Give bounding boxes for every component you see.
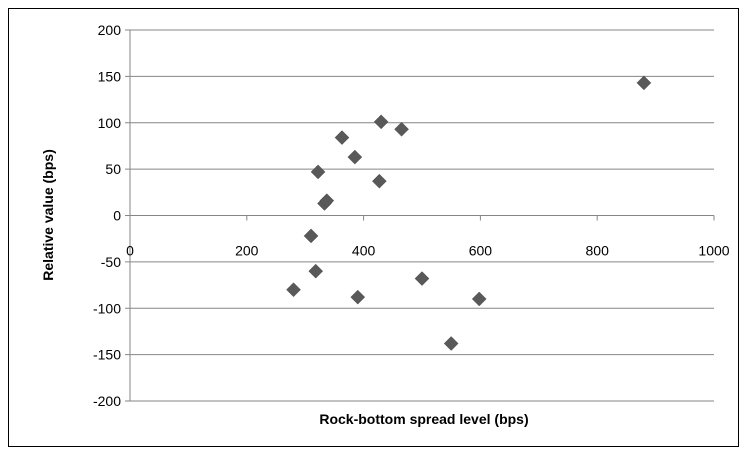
y-tick-label: -200 [93,393,121,409]
data-point [286,282,301,298]
x-axis-title: Rock-bottom spread level (bps) [319,411,528,427]
data-point [308,263,324,279]
data-points [286,75,652,351]
data-point [414,271,430,286]
x-tick-label: 600 [469,243,493,259]
data-point [373,114,389,130]
data-point [310,164,326,180]
y-tick-label: 200 [98,22,122,38]
y-tick-label: -100 [93,300,121,316]
data-point [303,228,319,244]
y-tick-label: 50 [105,161,121,177]
data-point [347,149,363,165]
x-tick-label: 200 [235,243,259,259]
data-point [350,289,366,305]
x-tick-label: 800 [586,243,610,259]
x-tick-label: 1000 [698,243,729,259]
data-point [372,173,387,189]
x-tick-label: 0 [126,243,134,259]
data-point [394,121,409,137]
data-point [443,336,459,351]
x-tick-labels: 0 200 400 600 800 1000 [126,243,730,259]
y-tick-label: -50 [101,254,121,270]
y-tick-label: 0 [113,208,121,224]
data-point [471,291,487,307]
x-tick-label: 400 [352,243,376,259]
data-point [319,193,335,209]
y-tick-label: 150 [98,68,122,84]
y-tick-labels: 200 150 100 50 0 -50 -100 -150 -200 [93,22,121,409]
y-tick-label: 100 [98,115,122,131]
data-point [636,75,652,91]
data-point [334,130,350,145]
y-tick-label: -150 [93,347,121,363]
y-axis-title: Relative value (bps) [40,149,56,281]
axes [129,30,715,401]
